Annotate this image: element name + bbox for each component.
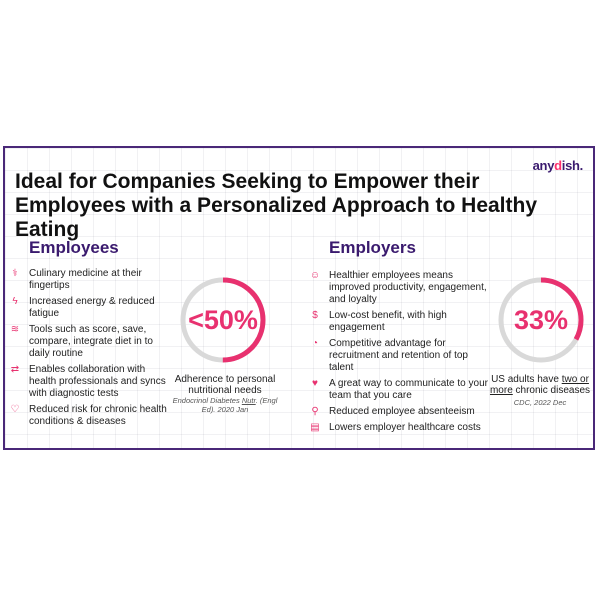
sync-icon: ⇄ — [10, 364, 20, 375]
list-item: ϟ Increased energy & reduced fatigue — [9, 296, 174, 320]
ring-progress — [180, 277, 266, 363]
lightning-icon: ϟ — [12, 296, 18, 307]
brand-logo: anydish. — [532, 158, 584, 173]
employers-list: ☺ Healthier employees means improved prod… — [309, 270, 489, 434]
employees-heading: Employees — [29, 238, 119, 257]
slide-title: Ideal for Companies Seeking to Empower t… — [15, 170, 538, 241]
employers-heading: Employers — [329, 238, 416, 257]
building-icon: ▤ — [310, 422, 320, 433]
slide-card: anydish. Ideal for Companies Seeking to … — [3, 146, 595, 450]
ring-chart — [180, 277, 266, 363]
heart-chat-icon: ♥ — [312, 378, 318, 389]
employees-stat-ring: <50% — [177, 274, 269, 366]
list-item: ≋ Tools such as score, save, compare, int… — [10, 324, 153, 359]
employers-stat-source: CDC, 2022 Dec — [513, 398, 567, 407]
list-item: ☺ Healthier employees means improved prod… — [309, 270, 487, 305]
sliders-icon: ≋ — [10, 324, 20, 335]
employers-stat-value: 33% — [513, 305, 569, 335]
list-item: ♥ A great way to communicate to your team… — [309, 378, 489, 402]
list-item: ▤ Lowers employer healthcare costs — [310, 422, 481, 433]
caduceus-icon: ⚕ — [12, 268, 18, 279]
ring-chart — [498, 277, 584, 363]
employees-stat-source: Endocrinol Diabetes Nutr. (Engl Ed). 202… — [172, 396, 278, 414]
people-icon: ⚲ — [311, 406, 319, 417]
list-item: ◔ Competitive advantage for recruitment a… — [309, 338, 489, 374]
list-item: ♡ Reduced risk for chronic health conditi… — [10, 404, 167, 427]
list-item: ⇄ Enables collaboration with health profe… — [10, 364, 166, 399]
heart-icon: ♡ — [10, 404, 20, 415]
smile-icon: ☺ — [309, 270, 321, 281]
employers-stat-caption: US adults have two or more chronic disea… — [489, 374, 591, 396]
employees-stat-caption: Adherence to personal nutritional needs — [174, 374, 276, 396]
list-item: $ Low-cost benefit, with high engagement — [309, 310, 489, 334]
employees-list: ⚕ Culinary medicine at their fingertips ϟ… — [9, 268, 174, 428]
list-item: ⚕ Culinary medicine at their fingertips — [9, 268, 174, 292]
employers-stat-ring: 33% — [495, 274, 587, 366]
ring-progress — [498, 277, 584, 363]
employees-stat-value: <50% — [188, 305, 258, 335]
pie-icon: ◔ — [311, 338, 319, 349]
list-item: ⚲ Reduced employee absenteeism — [309, 406, 489, 418]
dollar-icon: $ — [312, 310, 318, 321]
